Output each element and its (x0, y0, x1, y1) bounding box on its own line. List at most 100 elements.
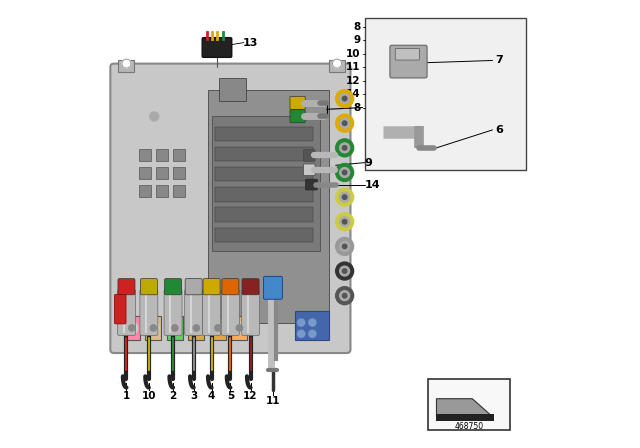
FancyBboxPatch shape (242, 279, 259, 295)
Circle shape (169, 322, 180, 334)
Circle shape (191, 322, 202, 334)
Circle shape (336, 262, 354, 280)
Circle shape (336, 90, 354, 108)
Text: 8: 8 (353, 22, 360, 32)
Bar (215, 207, 314, 222)
Bar (365, 18, 526, 170)
Circle shape (172, 325, 178, 331)
Bar (188, 316, 204, 340)
Circle shape (340, 291, 349, 301)
FancyBboxPatch shape (115, 294, 126, 324)
Bar (219, 78, 246, 101)
FancyBboxPatch shape (118, 289, 136, 336)
Text: 12: 12 (346, 76, 360, 86)
Circle shape (340, 168, 349, 177)
FancyBboxPatch shape (264, 276, 282, 299)
Circle shape (336, 213, 354, 231)
Circle shape (150, 325, 157, 331)
Circle shape (333, 59, 342, 68)
Bar (139, 185, 151, 197)
Circle shape (298, 330, 305, 337)
Bar (208, 90, 329, 323)
Text: 6: 6 (495, 125, 503, 135)
Circle shape (336, 287, 354, 305)
Bar (212, 116, 320, 251)
Circle shape (129, 325, 135, 331)
Circle shape (212, 322, 224, 334)
Text: 11: 11 (346, 62, 360, 72)
Circle shape (342, 121, 347, 125)
Circle shape (122, 59, 131, 68)
Circle shape (340, 118, 349, 128)
Circle shape (126, 322, 138, 334)
Bar (139, 167, 151, 179)
Circle shape (309, 330, 316, 337)
Circle shape (336, 139, 354, 157)
Bar (215, 167, 314, 181)
Circle shape (309, 319, 316, 326)
FancyBboxPatch shape (290, 110, 305, 123)
FancyBboxPatch shape (185, 289, 203, 336)
Circle shape (340, 192, 349, 202)
Circle shape (336, 164, 354, 181)
Circle shape (342, 96, 347, 101)
Circle shape (234, 322, 245, 334)
Bar (118, 60, 134, 72)
FancyBboxPatch shape (203, 279, 220, 295)
Polygon shape (436, 399, 493, 417)
Circle shape (150, 112, 159, 121)
Bar (428, 379, 511, 430)
Circle shape (336, 237, 354, 255)
Text: 2: 2 (170, 391, 177, 401)
FancyBboxPatch shape (164, 289, 182, 336)
Circle shape (336, 114, 354, 132)
Bar (296, 311, 329, 340)
FancyBboxPatch shape (202, 38, 232, 57)
FancyBboxPatch shape (303, 150, 315, 161)
Circle shape (342, 170, 347, 175)
Circle shape (342, 195, 347, 199)
Bar (173, 185, 185, 197)
Text: 12: 12 (243, 391, 258, 401)
Bar (329, 60, 345, 72)
Text: 14: 14 (346, 89, 360, 99)
Text: 9: 9 (353, 35, 360, 45)
Circle shape (340, 266, 349, 276)
Circle shape (193, 325, 200, 331)
FancyBboxPatch shape (306, 179, 317, 190)
Bar (436, 414, 494, 421)
FancyBboxPatch shape (241, 289, 260, 336)
Circle shape (236, 325, 243, 331)
Bar (139, 149, 151, 161)
Bar (156, 149, 168, 161)
Text: 8: 8 (353, 103, 360, 112)
Bar (210, 316, 226, 340)
Circle shape (340, 94, 349, 103)
Circle shape (340, 241, 349, 251)
Text: 1: 1 (123, 391, 130, 401)
Bar (215, 187, 314, 202)
Text: 10: 10 (346, 49, 360, 59)
FancyBboxPatch shape (222, 279, 239, 295)
Text: 10: 10 (141, 391, 156, 401)
Bar (124, 316, 140, 340)
Text: 3: 3 (190, 391, 197, 401)
Bar (215, 228, 314, 242)
Bar (173, 167, 185, 179)
FancyBboxPatch shape (140, 289, 158, 336)
Bar (156, 185, 168, 197)
FancyBboxPatch shape (221, 289, 239, 336)
FancyBboxPatch shape (396, 48, 419, 60)
Bar (231, 316, 248, 340)
FancyBboxPatch shape (164, 279, 182, 295)
Circle shape (342, 146, 347, 150)
Circle shape (342, 220, 347, 224)
Bar (145, 316, 161, 340)
Circle shape (340, 143, 349, 153)
Circle shape (215, 325, 221, 331)
Circle shape (298, 319, 305, 326)
Circle shape (342, 269, 347, 273)
Text: 11: 11 (266, 396, 280, 406)
FancyBboxPatch shape (203, 289, 221, 336)
Bar (215, 147, 314, 161)
